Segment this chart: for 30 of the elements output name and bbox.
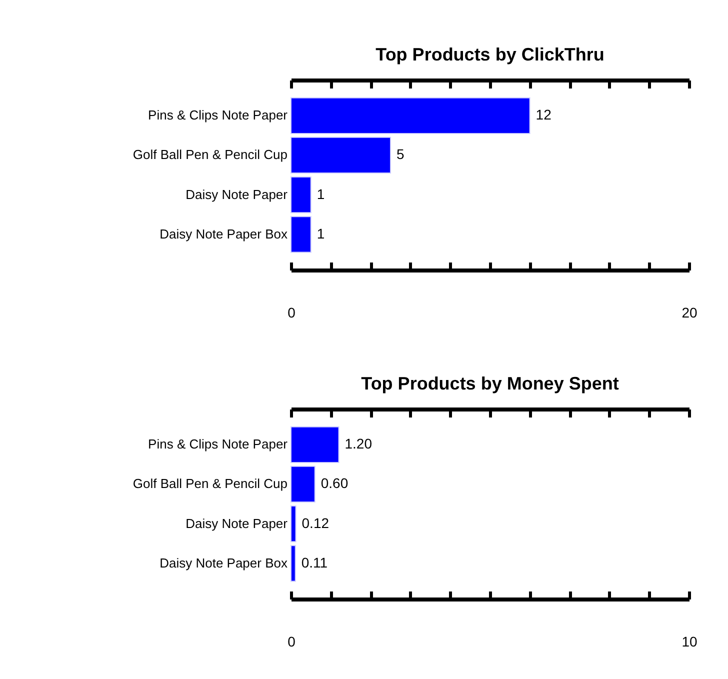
data-label: 1 — [316, 186, 325, 202]
data-label: 12 — [536, 106, 552, 123]
y-tick-label: Pins & Clips Note Paper — [148, 108, 288, 123]
bar — [290, 216, 312, 253]
bar — [290, 505, 296, 542]
y-tick-label: Daisy Note Paper Box — [160, 226, 288, 242]
bar — [290, 466, 316, 503]
data-label: 0.11 — [301, 554, 328, 570]
chart-title: Top Products by Money Spent — [361, 374, 619, 394]
x-tick-label: 20 — [682, 304, 698, 320]
data-label: 5 — [396, 146, 404, 162]
y-tick-label: Daisy Note Paper — [186, 516, 288, 531]
chart-title: Top Products by ClickThru — [376, 44, 604, 64]
x-tick-label: 0 — [288, 304, 296, 320]
y-tick-label: Golf Ball Pen & Pencil Cup — [132, 147, 288, 162]
bar — [290, 426, 340, 463]
x-tick-label: 10 — [682, 634, 698, 650]
y-tick-label: Golf Ball Pen & Pencil Cup — [132, 476, 288, 492]
data-label: 0.12 — [302, 514, 330, 531]
data-label: 1 — [316, 225, 325, 242]
y-tick-label: Pins & Clips Note Paper — [148, 436, 288, 452]
data-label: 1.20 — [344, 436, 372, 452]
x-tick-label: 0 — [288, 634, 296, 650]
y-tick-label: Daisy Note Paper Box — [160, 555, 288, 570]
bar — [290, 136, 391, 174]
data-label: 0.60 — [320, 475, 348, 492]
bar — [290, 97, 530, 134]
bar — [290, 545, 296, 582]
y-tick-label: Daisy Note Paper — [186, 186, 288, 202]
bar — [290, 176, 312, 214]
